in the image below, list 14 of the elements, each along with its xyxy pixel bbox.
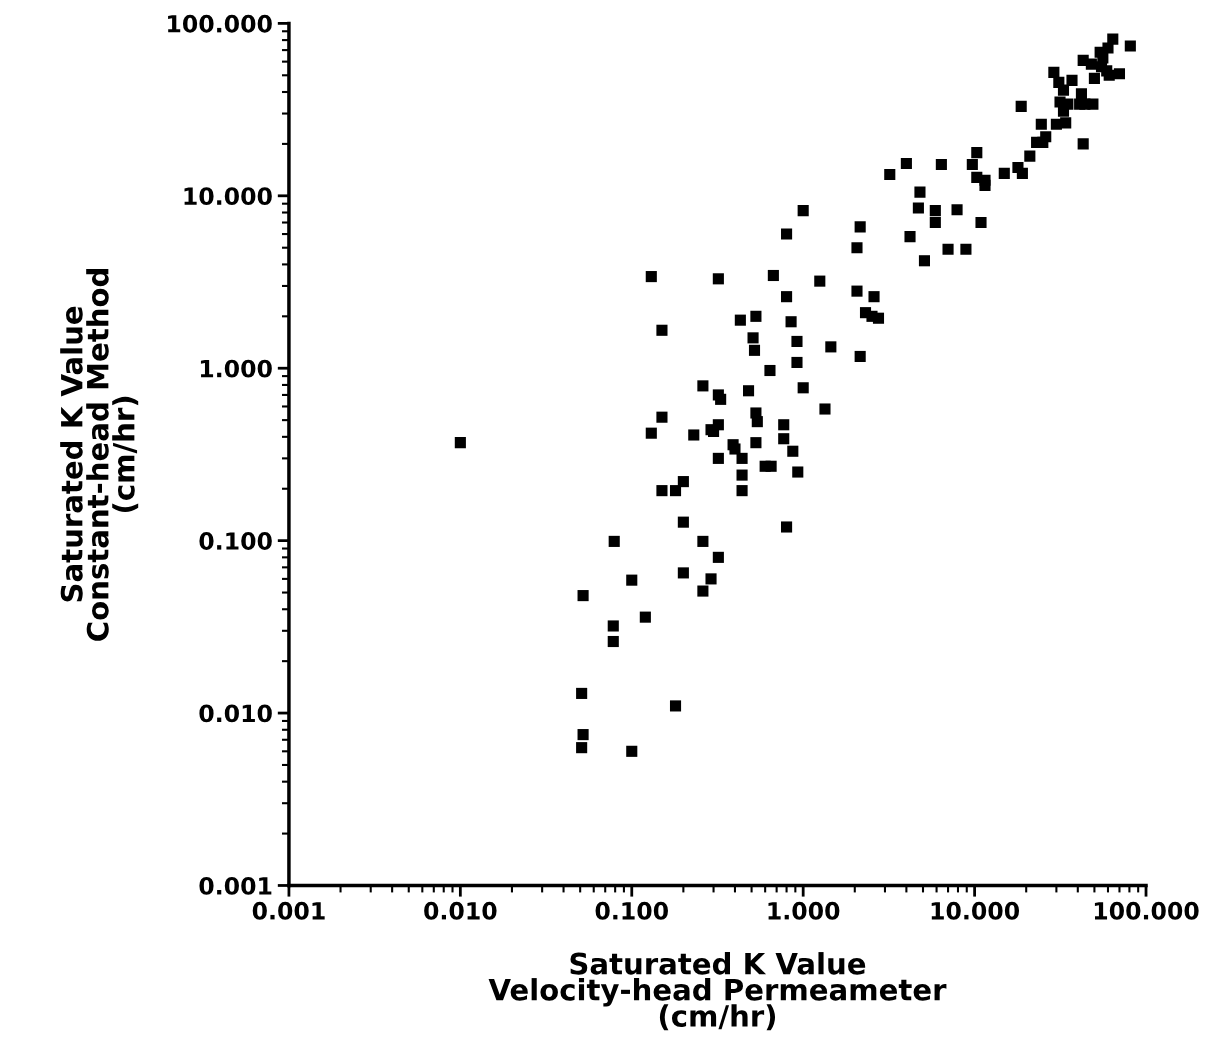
y-tick-label: 10.000 <box>184 187 272 206</box>
y-tick-label: 0.001 <box>199 876 272 895</box>
x-axis-title: Saturated K Value Velocity-head Permeameter (cm/hr) <box>488 952 947 1031</box>
x-tick-label: 0.001 <box>252 901 325 920</box>
y-tick-label: 0.010 <box>199 704 272 723</box>
x-tick-label: 1.000 <box>768 901 840 920</box>
x-tick-label: 10.000 <box>931 901 1020 920</box>
y-tick-label: 100.000 <box>168 14 272 33</box>
x-tick-label: 0.100 <box>595 901 668 920</box>
x-tick-label: 100.000 <box>1094 901 1199 920</box>
x-tick-label: 0.010 <box>424 901 497 920</box>
y-tick-label: 0.100 <box>199 532 272 550</box>
y-tick-label: 1.000 <box>200 359 272 378</box>
y-axis-title: Saturated K Value Constant-head Method (cm/hr) <box>60 269 139 641</box>
